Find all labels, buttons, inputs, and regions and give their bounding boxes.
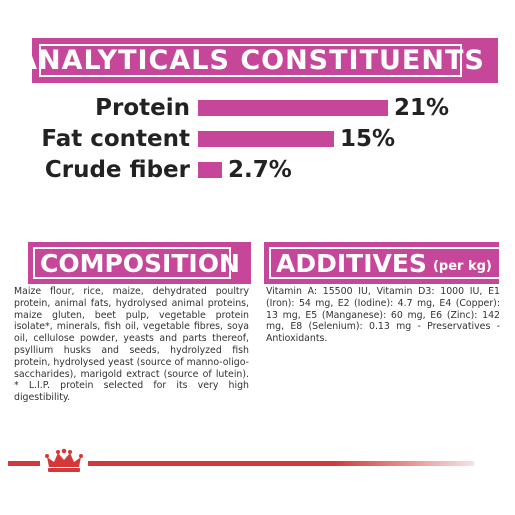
constituent-label: Protein [95,95,190,121]
additives-subtitle: (per kg) [432,258,492,274]
constituent-bar [198,162,222,178]
constituents-title: ANALYTICALS CONSTITUENTS [16,45,485,76]
constituents-banner-frame: ANALYTICALS CONSTITUENTS [16,44,484,77]
additives-banner: ADDITIVES (per kg) [264,242,499,284]
additives-banner-frame: ADDITIVES (per kg) [269,247,499,279]
constituent-row-protein: Protein 21% [0,93,515,125]
composition-banner-frame: COMPOSITION [33,247,240,279]
footer-divider [8,461,474,466]
constituent-value: 21% [394,95,450,121]
constituent-bar [198,131,334,147]
constituent-row-fat: Fat content 15% [0,124,515,156]
composition-banner: COMPOSITION [28,242,251,284]
additives-title: ADDITIVES [276,248,427,278]
constituent-label: Fat content [41,126,190,152]
crown-logo-icon [40,446,88,476]
constituent-value: 2.7% [228,157,292,183]
constituent-label: Crude fiber [44,157,190,183]
constituents-banner: ANALYTICALS CONSTITUENTS [16,38,498,83]
constituent-value: 15% [340,126,396,152]
additives-text: Vitamin A: 15500 IU, Vitamin D3: 1000 IU… [266,286,500,345]
composition-title: COMPOSITION [40,248,240,278]
composition-text: Maize flour, rice, maize, dehydrated pou… [14,286,249,404]
constituent-row-fiber: Crude fiber 2.7% [0,155,515,187]
constituent-bar [198,100,388,116]
